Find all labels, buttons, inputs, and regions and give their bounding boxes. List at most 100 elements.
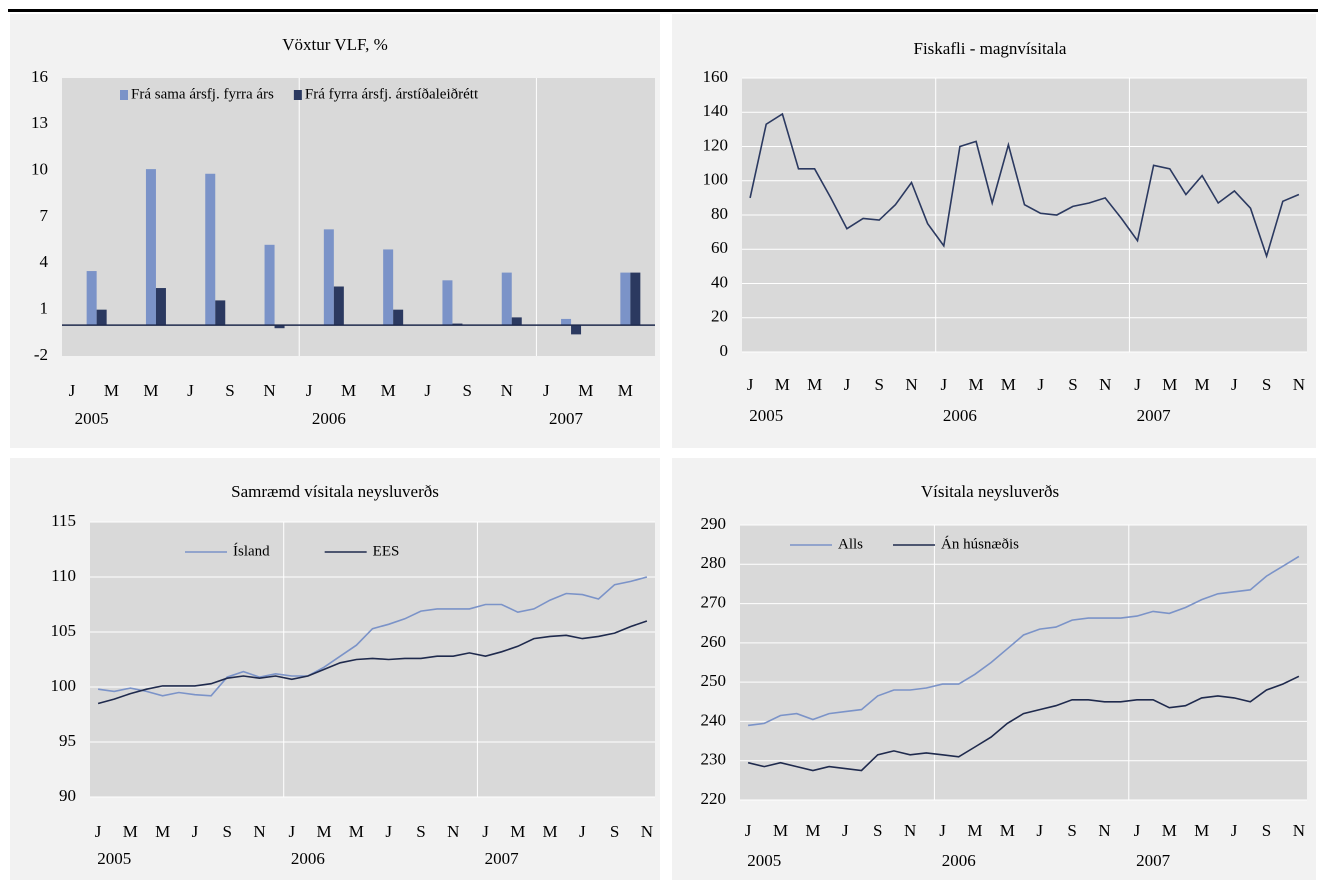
x-tick-label: J bbox=[385, 822, 392, 841]
x-tick-label: M bbox=[807, 375, 822, 394]
x-tick-label: J bbox=[579, 822, 586, 841]
y-tick-label: 115 bbox=[51, 511, 76, 530]
bar bbox=[323, 229, 334, 326]
x-tick-label: M bbox=[1001, 375, 1016, 394]
y-tick-label: 10 bbox=[31, 160, 48, 179]
x-tick-label: N bbox=[447, 822, 459, 841]
x-tick-label: M bbox=[618, 381, 633, 400]
year-label: 2006 bbox=[942, 851, 976, 870]
legend-swatch bbox=[120, 90, 128, 100]
line-series bbox=[97, 576, 648, 697]
x-tick-label: S bbox=[1067, 821, 1076, 840]
x-tick-label: J bbox=[1134, 821, 1141, 840]
x-tick-label: J bbox=[939, 821, 946, 840]
legend-label: Frá sama ársfj. fyrra árs bbox=[131, 86, 274, 102]
year-label: 2006 bbox=[291, 849, 325, 868]
x-tick-label: J bbox=[747, 375, 754, 394]
year-label: 2007 bbox=[485, 849, 520, 868]
x-tick-label: M bbox=[381, 381, 396, 400]
x-tick-label: J bbox=[482, 822, 489, 841]
y-tick-label: 160 bbox=[703, 67, 729, 86]
chart-title: Vöxtur VLF, % bbox=[282, 35, 388, 54]
x-tick-label: M bbox=[775, 375, 790, 394]
x-tick-label: M bbox=[155, 822, 170, 841]
x-tick-label: J bbox=[69, 381, 76, 400]
bar bbox=[393, 309, 404, 326]
legend-label: Alls bbox=[838, 536, 863, 552]
x-tick-label: S bbox=[225, 381, 234, 400]
x-tick-label: M bbox=[967, 821, 982, 840]
x-tick-label: N bbox=[904, 821, 916, 840]
bar bbox=[274, 325, 285, 329]
y-tick-label: 80 bbox=[711, 204, 728, 223]
y-tick-label: 120 bbox=[703, 135, 729, 154]
year-label: 2006 bbox=[943, 406, 977, 425]
x-tick-label: S bbox=[1262, 375, 1271, 394]
year-label: 2005 bbox=[749, 406, 783, 425]
y-tick-label: 13 bbox=[31, 113, 48, 132]
x-tick-label: J bbox=[187, 381, 194, 400]
x-tick-label: J bbox=[1037, 375, 1044, 394]
bar bbox=[630, 272, 641, 326]
x-tick-label: N bbox=[1098, 821, 1110, 840]
x-tick-label: M bbox=[1162, 821, 1177, 840]
legend-label: Frá fyrra ársfj. árstíðaleiðrétt bbox=[305, 86, 479, 102]
y-tick-label: 270 bbox=[701, 592, 727, 611]
y-tick-label: 240 bbox=[701, 710, 727, 729]
y-tick-label: 220 bbox=[701, 789, 727, 808]
x-tick-label: J bbox=[1036, 821, 1043, 840]
x-tick-label: M bbox=[123, 822, 138, 841]
x-tick-label: M bbox=[143, 381, 158, 400]
y-tick-label: 100 bbox=[51, 676, 77, 695]
x-tick-label: M bbox=[1162, 375, 1177, 394]
legend-label: Án húsnæðis bbox=[941, 535, 1019, 552]
bar bbox=[155, 288, 166, 326]
x-tick-label: M bbox=[510, 822, 525, 841]
chart-title: Samræmd vísitala neysluverðs bbox=[231, 482, 439, 501]
x-tick-label: N bbox=[905, 375, 917, 394]
x-tick-label: J bbox=[842, 821, 849, 840]
line-series bbox=[747, 675, 1300, 772]
year-label: 2006 bbox=[312, 409, 346, 428]
y-tick-label: 40 bbox=[711, 272, 728, 291]
y-tick-label: 95 bbox=[59, 731, 76, 750]
chart-title: Vísitala neysluverðs bbox=[921, 482, 1059, 501]
x-tick-label: N bbox=[1293, 375, 1305, 394]
bar bbox=[86, 271, 97, 326]
year-label: 2005 bbox=[97, 849, 131, 868]
x-tick-label: S bbox=[874, 375, 883, 394]
x-tick-label: M bbox=[1000, 821, 1015, 840]
bar bbox=[383, 249, 394, 326]
x-tick-label: J bbox=[940, 375, 947, 394]
x-tick-label: J bbox=[1231, 375, 1238, 394]
y-tick-label: 7 bbox=[40, 206, 49, 225]
y-tick-label: 20 bbox=[711, 307, 728, 326]
x-tick-label: S bbox=[610, 822, 619, 841]
x-tick-label: N bbox=[1293, 821, 1305, 840]
x-tick-label: M bbox=[969, 375, 984, 394]
y-tick-label: 1 bbox=[40, 299, 49, 318]
y-tick-label: 100 bbox=[703, 170, 729, 189]
x-tick-label: M bbox=[1194, 821, 1209, 840]
legend-label: EES bbox=[373, 543, 400, 559]
x-tick-label: J bbox=[543, 381, 550, 400]
y-tick-label: 16 bbox=[31, 67, 48, 86]
line-series bbox=[97, 620, 648, 705]
y-tick-label: 140 bbox=[703, 101, 729, 120]
x-tick-label: J bbox=[192, 822, 199, 841]
line-series bbox=[749, 112, 1300, 259]
x-tick-label: M bbox=[578, 381, 593, 400]
y-tick-label: 90 bbox=[59, 786, 76, 805]
y-tick-label: 260 bbox=[701, 632, 727, 651]
x-tick-label: M bbox=[805, 821, 820, 840]
x-tick-label: J bbox=[844, 375, 851, 394]
x-tick-label: N bbox=[641, 822, 653, 841]
x-tick-label: J bbox=[306, 381, 313, 400]
y-tick-label: 230 bbox=[701, 750, 727, 769]
x-tick-label: N bbox=[263, 381, 275, 400]
year-label: 2007 bbox=[549, 409, 584, 428]
bar bbox=[571, 325, 582, 335]
plot-area bbox=[90, 522, 655, 797]
x-tick-label: J bbox=[1134, 375, 1141, 394]
plot-area bbox=[740, 525, 1307, 800]
